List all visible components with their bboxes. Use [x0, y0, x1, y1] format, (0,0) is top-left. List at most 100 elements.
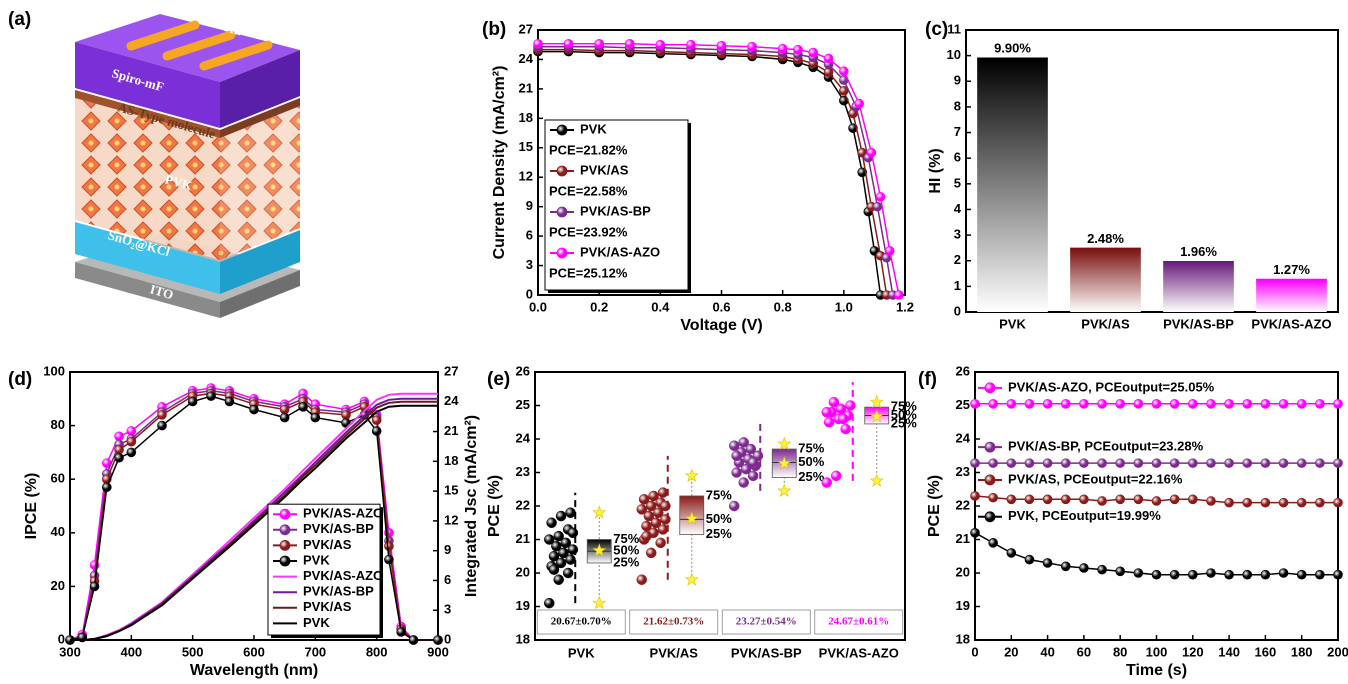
legend-label: PVK — [580, 121, 607, 136]
data-point — [729, 500, 740, 512]
legend-label: PVK/AS-BP, PCEoutput=23.28% — [1008, 439, 1204, 454]
data-point — [594, 38, 604, 49]
data-point — [310, 412, 321, 423]
x-tick-label: 80 — [1113, 644, 1127, 659]
data-point — [544, 534, 555, 545]
spiro-side — [220, 50, 300, 128]
quartile-label: 25% — [891, 415, 917, 430]
x-tick-label: 0.0 — [529, 299, 547, 314]
bar — [1256, 279, 1327, 312]
data-point — [988, 492, 998, 503]
data-point — [249, 404, 259, 415]
y2-tick-label: 12 — [444, 512, 458, 527]
y-tick-label: 18 — [519, 110, 533, 125]
data-point — [1188, 399, 1198, 409]
legend-marker — [984, 474, 996, 486]
data-point — [731, 467, 742, 478]
y-tick-label: 40 — [51, 524, 65, 539]
data-point — [872, 201, 883, 212]
stats-label: 21.62±0.73% — [643, 616, 704, 628]
plot-frame — [534, 371, 906, 641]
data-point — [1079, 458, 1089, 468]
data-point — [740, 463, 752, 475]
bar — [1070, 248, 1141, 312]
stats-box — [814, 609, 904, 635]
data-point — [384, 554, 394, 565]
data-point — [970, 491, 980, 501]
quartile-label: 25% — [798, 469, 824, 484]
y-tick-label: 21 — [956, 531, 970, 546]
data-point — [560, 537, 572, 549]
data-point — [970, 399, 980, 409]
data-point — [716, 40, 727, 51]
data-point — [279, 412, 290, 423]
data-point — [1115, 566, 1125, 577]
data-point — [641, 520, 652, 532]
data-point — [643, 510, 655, 522]
stats-label: 24.67±0.61% — [828, 616, 889, 628]
data-point — [866, 147, 877, 158]
data-point — [555, 510, 567, 522]
data-point — [1042, 399, 1053, 409]
data-point — [548, 564, 560, 575]
y-tick-label: 27 — [519, 21, 533, 36]
data-point — [1006, 494, 1017, 505]
y-tick-label: 9 — [954, 73, 961, 88]
data-point — [433, 635, 443, 645]
data-point — [279, 404, 290, 415]
data-point — [1188, 458, 1198, 468]
legend-label: PVK/AS-AZO — [580, 244, 660, 259]
legend-label: PVK/AS-BP — [580, 203, 651, 218]
stat-star — [592, 543, 607, 557]
data-point — [558, 547, 569, 559]
data-point — [1042, 494, 1053, 505]
data-point — [1296, 399, 1307, 409]
data-point — [1315, 399, 1325, 409]
data-point — [838, 413, 849, 425]
data-point — [206, 391, 216, 401]
stat-star — [777, 456, 792, 470]
y-axis-label: PCE (%) — [926, 475, 943, 537]
data-point — [1060, 561, 1071, 572]
data-point — [854, 98, 864, 109]
data-point — [1133, 568, 1144, 578]
legend-marker — [984, 511, 996, 523]
y-tick-label: 3 — [526, 257, 533, 272]
data-point — [1060, 494, 1071, 505]
data-point — [840, 423, 851, 435]
x-tick-label: 800 — [366, 644, 388, 659]
data-point — [808, 47, 819, 58]
data-point — [1224, 458, 1234, 468]
y-axis-label: HI (%) — [927, 148, 944, 193]
y-tick-label: 6 — [954, 150, 961, 165]
y-tick-label: 26 — [516, 363, 530, 378]
data-point — [384, 541, 394, 552]
y-axis-label: IPCE (%) — [23, 473, 40, 540]
data-point — [731, 450, 742, 461]
x-tick-label: 20 — [1004, 644, 1018, 659]
legend-label: PVK/AS-AZO, PCEoutput=25.05% — [1008, 379, 1215, 394]
x-tick-label: 200 — [1327, 644, 1348, 659]
y2-tick-label: 0 — [444, 631, 451, 646]
data-point — [1006, 548, 1017, 558]
y-tick-label: 4 — [954, 201, 962, 216]
data-point — [1333, 399, 1343, 409]
x-axis-label: Time (s) — [1126, 662, 1187, 679]
legend-marker — [279, 540, 291, 551]
y-tick-label: 11 — [947, 21, 961, 36]
x-tick-label: PVK — [568, 645, 595, 660]
data-point — [1024, 458, 1035, 468]
y-tick-label: 19 — [516, 598, 530, 613]
data-point — [645, 500, 657, 512]
stats-box — [629, 609, 719, 635]
data-point — [1260, 399, 1271, 409]
y-tick-label: 0 — [58, 631, 65, 646]
data-point — [1133, 494, 1144, 505]
y-tick-label: 3 — [954, 227, 961, 242]
value-label: 1.96% — [1180, 244, 1217, 259]
data-point — [114, 431, 124, 442]
data-point — [894, 290, 904, 300]
legend-marker — [556, 247, 568, 259]
data-point — [1224, 497, 1234, 508]
